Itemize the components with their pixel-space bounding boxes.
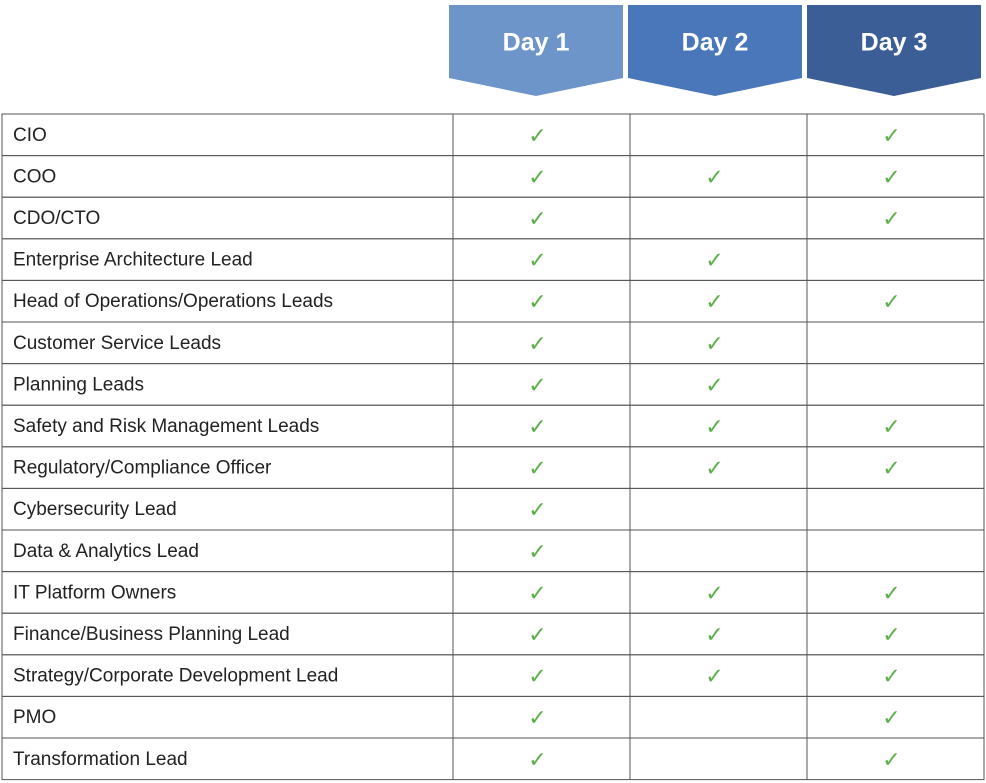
check-mark: ✓ bbox=[882, 706, 900, 731]
day-header: Day 3 bbox=[861, 29, 928, 57]
check-mark: ✓ bbox=[528, 665, 546, 690]
check-mark: ✓ bbox=[528, 623, 546, 648]
table-cell bbox=[629, 196, 808, 240]
check-mark: ✓ bbox=[528, 165, 546, 190]
check-mark: ✓ bbox=[528, 748, 546, 773]
row-label: CDO/CTO bbox=[13, 208, 100, 229]
check-mark: ✓ bbox=[882, 165, 900, 190]
check-mark: ✓ bbox=[882, 207, 900, 232]
check-mark: ✓ bbox=[882, 290, 900, 315]
check-mark: ✓ bbox=[528, 207, 546, 232]
day-header-shape bbox=[449, 5, 623, 96]
check-mark: ✓ bbox=[528, 249, 546, 274]
check-mark: ✓ bbox=[528, 290, 546, 315]
check-mark: ✓ bbox=[528, 373, 546, 398]
table-cell bbox=[1, 695, 454, 739]
check-mark: ✓ bbox=[705, 290, 723, 315]
check-mark: ✓ bbox=[882, 124, 900, 149]
check-mark: ✓ bbox=[528, 332, 546, 357]
row-label: Strategy/Corporate Development Lead bbox=[13, 666, 338, 687]
table-cell bbox=[629, 695, 808, 739]
table-cell bbox=[629, 113, 808, 157]
check-mark: ✓ bbox=[528, 457, 546, 482]
day-header: Day 2 bbox=[682, 29, 749, 57]
table-cell bbox=[806, 321, 985, 365]
row-label: Safety and Risk Management Leads bbox=[13, 416, 319, 437]
check-mark: ✓ bbox=[705, 457, 723, 482]
row-label: Regulatory/Compliance Officer bbox=[13, 458, 272, 479]
check-mark: ✓ bbox=[882, 665, 900, 690]
table-cell bbox=[806, 363, 985, 406]
check-mark: ✓ bbox=[528, 581, 546, 606]
check-mark: ✓ bbox=[705, 415, 723, 440]
check-mark: ✓ bbox=[528, 415, 546, 440]
table-cell bbox=[806, 737, 985, 781]
check-mark: ✓ bbox=[882, 748, 900, 773]
row-label: Planning Leads bbox=[13, 374, 144, 395]
check-mark: ✓ bbox=[882, 623, 900, 648]
table-cell bbox=[1, 113, 454, 157]
check-mark: ✓ bbox=[882, 415, 900, 440]
table-cell bbox=[629, 737, 808, 781]
check-mark: ✓ bbox=[882, 581, 900, 606]
row-label: Finance/Business Planning Lead bbox=[13, 624, 290, 645]
check-mark: ✓ bbox=[882, 457, 900, 482]
check-mark: ✓ bbox=[705, 623, 723, 648]
check-mark: ✓ bbox=[705, 332, 723, 357]
table-cell bbox=[806, 529, 985, 573]
row-label: Transformation Lead bbox=[13, 749, 188, 770]
row-label: Enterprise Architecture Lead bbox=[13, 250, 253, 271]
check-mark: ✓ bbox=[528, 706, 546, 731]
table-cell bbox=[806, 238, 985, 281]
check-mark: ✓ bbox=[705, 373, 723, 398]
row-label: IT Platform Owners bbox=[13, 582, 176, 603]
check-mark: ✓ bbox=[528, 498, 546, 523]
check-mark: ✓ bbox=[705, 665, 723, 690]
table-cell bbox=[806, 487, 985, 531]
row-label: CIO bbox=[13, 125, 47, 146]
row-label: COO bbox=[13, 166, 56, 187]
day-header: Day 1 bbox=[503, 29, 570, 57]
check-mark: ✓ bbox=[705, 165, 723, 190]
row-label: Data & Analytics Lead bbox=[13, 541, 199, 562]
check-mark: ✓ bbox=[705, 581, 723, 606]
check-mark: ✓ bbox=[705, 249, 723, 274]
row-label: PMO bbox=[13, 707, 56, 728]
table-cell bbox=[629, 529, 808, 573]
day-header-shape bbox=[628, 5, 802, 96]
day-header-shape bbox=[807, 5, 981, 96]
row-label: Head of Operations/Operations Leads bbox=[13, 291, 333, 312]
table-cell bbox=[1, 155, 454, 198]
check-mark: ✓ bbox=[528, 540, 546, 565]
row-label: Customer Service Leads bbox=[13, 333, 221, 354]
row-label: Cybersecurity Lead bbox=[13, 499, 177, 520]
table-cell bbox=[629, 487, 808, 531]
check-mark: ✓ bbox=[528, 124, 546, 149]
